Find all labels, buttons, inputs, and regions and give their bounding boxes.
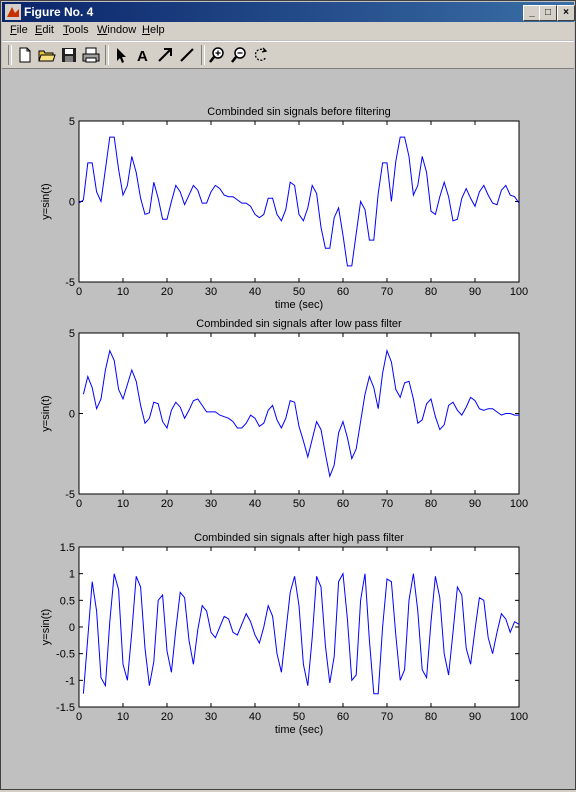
svg-text:A: A bbox=[137, 48, 148, 65]
plot1-xtick-label: 10 bbox=[117, 286, 129, 298]
rotate-icon[interactable] bbox=[251, 45, 271, 65]
text-tool-icon[interactable]: A bbox=[133, 45, 153, 65]
plot1-xtick-label: 60 bbox=[337, 286, 349, 298]
plot3-ytick-label: 0.5 bbox=[60, 595, 75, 607]
plot1-xtick-label: 80 bbox=[425, 286, 437, 298]
toolbar-separator bbox=[201, 45, 205, 65]
menu-edit[interactable]: Edit bbox=[35, 24, 54, 36]
save-icon[interactable] bbox=[59, 45, 79, 65]
figure-canvas: 0 10 20 30 40 50 60 70 80 90 100 5 0 -5 Combinded sin … bbox=[2, 69, 574, 787]
title-bar[interactable]: Figure No. 4 _ □ × bbox=[2, 2, 575, 22]
plot3-series-line bbox=[82, 572, 519, 695]
plot3-xtick-label: 30 bbox=[205, 711, 217, 723]
menu-help[interactable]: Help bbox=[142, 24, 165, 36]
plot2-ytick-label: -5 bbox=[65, 489, 75, 501]
plot1-series-line bbox=[79, 136, 519, 267]
plot1-xtick-label: 0 bbox=[76, 286, 82, 298]
select-arrow-icon[interactable] bbox=[111, 45, 131, 65]
plot3-ytick-label: -0.5 bbox=[56, 649, 75, 661]
plot1-xtick-label: 100 bbox=[510, 286, 528, 298]
plot2-xtick-label: 40 bbox=[249, 498, 261, 510]
plot3-ytick-label: 1.5 bbox=[60, 542, 75, 554]
plot2-xtick-label: 70 bbox=[381, 498, 393, 510]
plot3-axes bbox=[78, 546, 520, 708]
menu-tools[interactable]: Tools bbox=[63, 24, 89, 36]
plot3-xtick-label: 70 bbox=[381, 711, 393, 723]
plot3-ytick-label: 0 bbox=[69, 622, 75, 634]
plot3-xtick-label: 0 bbox=[76, 711, 82, 723]
plot2-xtick-label: 0 bbox=[76, 498, 82, 510]
window-title: Figure No. 4 bbox=[24, 5, 94, 19]
plot3-xtick-label: 60 bbox=[337, 711, 349, 723]
plot1-xlabel: time (sec) bbox=[275, 299, 323, 311]
plot3-ylabel: y=sin(t) bbox=[40, 609, 52, 645]
plot2-xtick-label: 50 bbox=[293, 498, 305, 510]
plot2-xtick-label: 10 bbox=[117, 498, 129, 510]
plot1-ytick-label: 5 bbox=[69, 116, 75, 128]
plot2-xtick-label: 100 bbox=[510, 498, 528, 510]
close-button[interactable]: × bbox=[557, 5, 575, 21]
toolbar-separator bbox=[105, 45, 109, 65]
zoom-in-icon[interactable] bbox=[207, 45, 227, 65]
plot2-xtick-label: 90 bbox=[469, 498, 481, 510]
plot1-xtick-label: 40 bbox=[249, 286, 261, 298]
plot1-title: Combinded sin signals before filtering bbox=[207, 106, 390, 118]
print-icon[interactable] bbox=[81, 45, 101, 65]
plot3-xtick-label: 10 bbox=[117, 711, 129, 723]
plot1-xtick-label: 20 bbox=[161, 286, 173, 298]
plot3-xtick-label: 40 bbox=[249, 711, 261, 723]
toolbar-grip bbox=[8, 45, 12, 65]
maximize-button[interactable]: □ bbox=[539, 5, 557, 21]
toolbar: A bbox=[2, 41, 574, 69]
plot2-xtick-label: 20 bbox=[161, 498, 173, 510]
plot3-title: Combinded sin signals after high pass fi… bbox=[194, 532, 404, 544]
menu-bar: File Edit Tools Window Help bbox=[2, 22, 574, 40]
plot2-series-line bbox=[82, 348, 519, 479]
plot3-xtick-label: 80 bbox=[425, 711, 437, 723]
arrow-tool-icon[interactable] bbox=[155, 45, 175, 65]
plot1-xtick-label: 50 bbox=[293, 286, 305, 298]
plot3-xtick-label: 90 bbox=[469, 711, 481, 723]
plot2-ytick-label: 0 bbox=[69, 409, 75, 421]
plot1-xtick-label: 90 bbox=[469, 286, 481, 298]
plot2-ylabel: y=sin(t) bbox=[40, 395, 52, 431]
plot2-xtick-label: 30 bbox=[205, 498, 217, 510]
plot1-ytick-label: 0 bbox=[69, 197, 75, 209]
plot3-xtick-label: 100 bbox=[510, 711, 528, 723]
line-tool-icon[interactable] bbox=[177, 45, 197, 65]
new-file-icon[interactable] bbox=[15, 45, 35, 65]
plot1-ytick-label: -5 bbox=[65, 277, 75, 289]
plot2-axes bbox=[78, 332, 520, 495]
plot3-xtick-label: 20 bbox=[161, 711, 173, 723]
plot3-ytick-label: -1.5 bbox=[56, 702, 75, 714]
menu-file[interactable]: File bbox=[10, 24, 28, 36]
plot1-xtick-label: 70 bbox=[381, 286, 393, 298]
open-folder-icon[interactable] bbox=[37, 45, 57, 65]
plot2-ytick-label: 5 bbox=[69, 328, 75, 340]
plot2-title: Combinded sin signals after low pass fil… bbox=[196, 318, 402, 330]
menu-window[interactable]: Window bbox=[97, 24, 137, 36]
plot1-ylabel: y=sin(t) bbox=[40, 183, 52, 219]
plot1-axes bbox=[78, 120, 520, 283]
plot2-xtick-label: 60 bbox=[337, 498, 349, 510]
plot3-ytick-label: -1 bbox=[65, 675, 75, 687]
matlab-logo-icon bbox=[5, 4, 21, 20]
plot2-xtick-label: 80 bbox=[425, 498, 437, 510]
plot3-xtick-label: 50 bbox=[293, 711, 305, 723]
plot3-xlabel: time (sec) bbox=[275, 724, 323, 736]
plot3-ytick-label: 1 bbox=[69, 569, 75, 581]
zoom-out-icon[interactable] bbox=[229, 45, 249, 65]
plot1-xtick-label: 30 bbox=[205, 286, 217, 298]
